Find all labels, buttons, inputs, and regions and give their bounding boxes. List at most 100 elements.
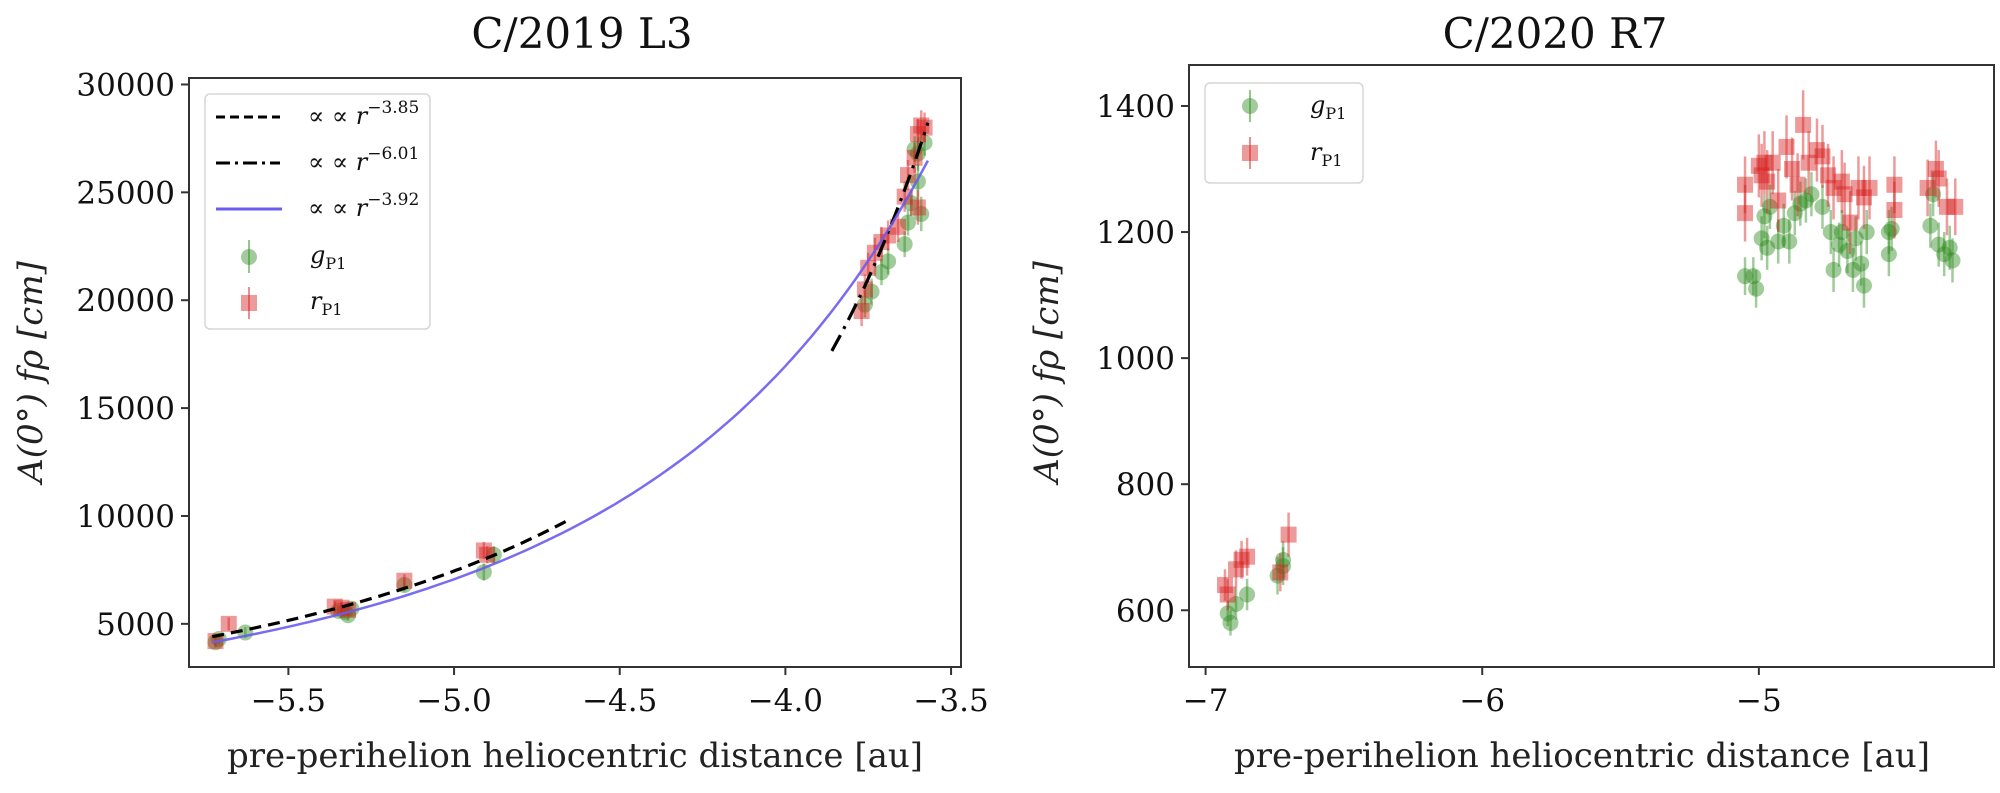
data-point-gP1 (1803, 172, 1820, 217)
data-point-rP1 (479, 546, 496, 564)
data-point-gP1 (1737, 257, 1754, 296)
x-tick-label: −5.5 (251, 683, 326, 719)
plot-area (1216, 90, 1964, 636)
data-point-gP1 (1222, 610, 1239, 636)
data-point-gP1 (1792, 181, 1809, 226)
data-point-rP1 (1861, 156, 1878, 220)
x-tick-label: −4.5 (582, 683, 657, 719)
data-point-rP1 (1272, 553, 1289, 592)
data-point-gP1 (1275, 540, 1292, 579)
chart-title: C/2019 L3 (471, 9, 692, 58)
y-axis-label: A(0°) fρ [cm] (11, 260, 51, 485)
chart-panel-c2019-l3: C/2019 L3 −5.5 −5.0 −4.5 −4.0 −3.5 5000 10000… (11, 9, 989, 776)
y-tick-label: 20000 (76, 283, 175, 319)
data-point-gP1 (856, 291, 873, 318)
y-axis: 5000 10000 15000 20000 25000 30000 (76, 67, 189, 643)
data-point-rP1 (1784, 137, 1801, 201)
y-tick-label: 30000 (76, 67, 175, 103)
x-axis-label: pre-perihelion heliocentric distance [au… (227, 736, 923, 776)
data-point-rP1 (1216, 569, 1233, 601)
data-point-gP1 (1831, 222, 1848, 267)
data-point-gP1 (1922, 203, 1939, 248)
data-point-gP1 (1944, 238, 1961, 283)
data-point-rP1 (1927, 140, 1944, 198)
legend-label-0: gP1 (1310, 91, 1346, 123)
data-point-rP1 (909, 118, 926, 150)
data-point-gP1 (1786, 191, 1803, 236)
data-point-gP1 (1858, 209, 1875, 255)
y-tick-label: 800 (1116, 467, 1175, 503)
data-point-gP1 (896, 231, 913, 258)
y-axis-label: A(0°) fρ [cm] (1027, 260, 1067, 485)
data-point-rP1 (1930, 150, 1947, 207)
data-point-gP1 (1781, 219, 1798, 264)
data-point-rP1 (1842, 191, 1859, 255)
data-point-rP1 (1233, 540, 1250, 579)
data-point-gP1 (1239, 578, 1256, 611)
data-point-rP1 (220, 615, 237, 632)
legend-box (204, 93, 431, 330)
data-point-rP1 (1228, 550, 1245, 589)
data-point-rP1 (1947, 178, 1964, 236)
data-point-rP1 (1800, 131, 1817, 195)
plot-marks (1216, 90, 1964, 636)
data-point-rP1 (1756, 131, 1773, 195)
data-point-rP1 (1753, 143, 1770, 207)
data-point-rP1 (1836, 162, 1853, 226)
data-point-gP1 (1936, 232, 1953, 277)
legend-label-1: ∝ ∝ r−6.01 (308, 144, 419, 176)
data-point-gP1 (873, 259, 890, 286)
y-tick-label: 5000 (96, 607, 175, 643)
data-point-rP1 (475, 541, 492, 560)
data-point-rP1 (1919, 159, 1936, 217)
data-point-gP1 (1761, 184, 1778, 229)
data-point-rP1 (1219, 578, 1236, 611)
fit-line-solid (211, 160, 929, 644)
data-point-rP1 (1280, 512, 1297, 557)
data-point-rP1 (890, 211, 907, 242)
legend-green-circle-icon (1242, 90, 1258, 122)
axes-frame (1188, 64, 1995, 668)
data-point-rP1 (856, 274, 873, 305)
data-point-gP1 (1759, 225, 1776, 270)
x-axis: −7 −6 −5 (1183, 667, 1782, 719)
data-point-rP1 (1737, 156, 1754, 214)
data-point-rP1 (1759, 150, 1776, 214)
data-point-gP1 (1880, 209, 1897, 255)
legend-red-square-icon (1242, 137, 1258, 169)
legend-label-4: rP1 (310, 287, 342, 319)
data-point-gP1 (1825, 247, 1842, 292)
data-point-rP1 (1750, 134, 1767, 198)
data-point-rP1 (1820, 143, 1837, 207)
data-point-rP1 (1825, 156, 1842, 220)
data-point-rP1 (396, 572, 413, 589)
data-point-rP1 (909, 190, 926, 225)
data-point-gP1 (913, 196, 930, 232)
data-point-gP1 (1745, 257, 1762, 296)
data-point-rP1 (1886, 156, 1903, 214)
data-point-rP1 (1814, 124, 1831, 188)
legend-label-1: rP1 (1310, 138, 1342, 170)
legend-green-circle-icon (241, 240, 257, 273)
data-point-rP1 (1833, 150, 1850, 214)
data-point-rP1 (1239, 537, 1256, 576)
legend: gP1 rP1 (1204, 82, 1364, 184)
chart-title: C/2020 R7 (1443, 9, 1668, 58)
data-point-gP1 (1844, 247, 1861, 292)
legend-box (1204, 82, 1364, 184)
x-tick-label: −6 (1459, 683, 1505, 719)
data-point-gP1 (863, 278, 880, 305)
data-point-rP1 (1886, 181, 1903, 239)
legend-label-0: ∝ ∝ r−3.85 (308, 98, 419, 130)
data-point-rP1 (1770, 169, 1787, 233)
data-point-gP1 (1756, 194, 1773, 239)
data-point-rP1 (1778, 115, 1795, 179)
y-tick-label: 1400 (1096, 89, 1175, 125)
axes-frame (188, 77, 962, 668)
data-point-rP1 (1938, 178, 1955, 236)
data-point-gP1 (1839, 228, 1856, 274)
data-point-rP1 (1795, 90, 1812, 160)
data-point-gP1 (1941, 225, 1958, 270)
data-point-rP1 (1764, 131, 1781, 195)
y-tick-label: 25000 (76, 175, 175, 211)
